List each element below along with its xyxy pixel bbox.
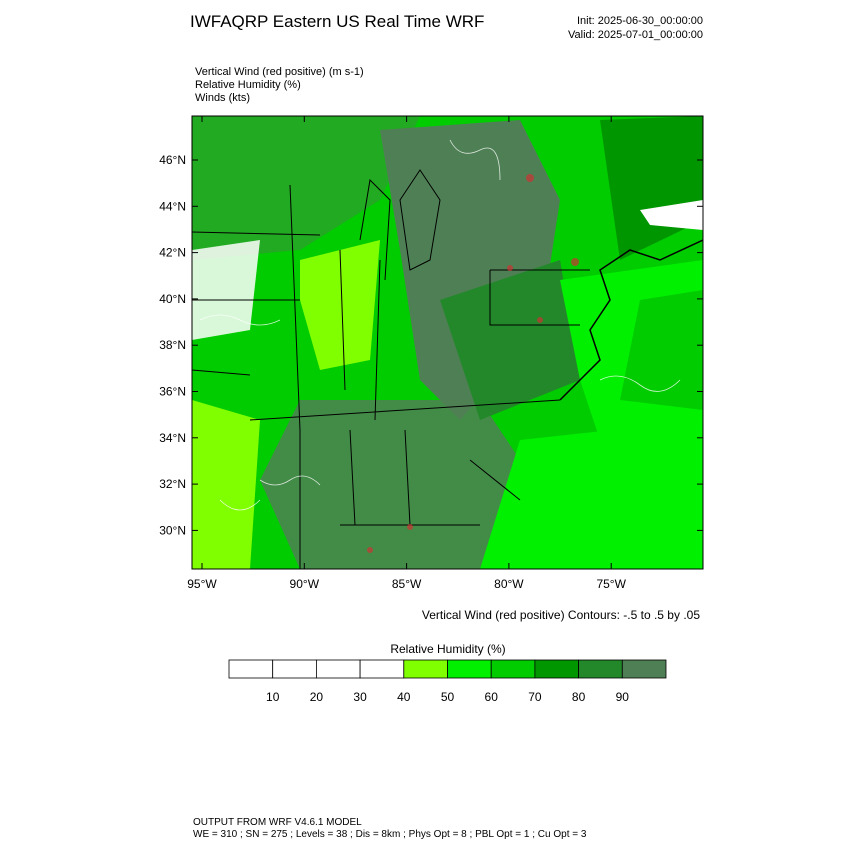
lon-label: 75°W: [596, 577, 626, 591]
colorbar-label: 40: [397, 690, 411, 704]
colorbar-box: [315, 659, 361, 679]
colorbar-box: [228, 659, 274, 679]
lon-label: 90°W: [290, 577, 320, 591]
colorbar-box: [490, 659, 536, 679]
colorbar-label: 70: [528, 690, 542, 704]
map-ticks: 46°N 44°N 42°N 40°N 38°N 36°N 34°N 32°N 30°N 95°W…: [159, 116, 703, 591]
field-labels: Vertical Wind (red positive) (m s-1)Rela…: [195, 66, 364, 104]
colorbar-box: [359, 659, 405, 679]
colorbar-box: [621, 659, 667, 679]
colorbar-label: 80: [572, 690, 586, 704]
map-field: [192, 116, 703, 569]
colorbar-box: [447, 659, 492, 679]
valid-time: Valid: 2025-07-01_00:00:00: [568, 29, 703, 41]
lat-label: 30°N: [159, 523, 186, 537]
lat-label: 42°N: [159, 246, 186, 260]
map-frame: [191, 115, 704, 570]
colorbar-label: 10: [266, 690, 280, 704]
footer-line: OUTPUT FROM WRF V4.6.1 MODEL: [193, 817, 362, 828]
colorbar-label: 50: [441, 690, 455, 704]
colorbar-box: [578, 659, 623, 679]
footer-line: WE = 310 ; SN = 275 ; Levels = 38 ; Dis …: [193, 829, 587, 840]
field-label: Winds (kts): [195, 92, 250, 104]
colorbar-box: [534, 659, 580, 679]
field-label: Relative Humidity (%): [195, 79, 301, 91]
colorbar-box: [403, 659, 448, 679]
colorbar-label: 30: [353, 690, 367, 704]
lon-label: 80°W: [494, 577, 524, 591]
colorbar-label: 90: [616, 690, 630, 704]
colorbar-label: 20: [310, 690, 324, 704]
title: IWFAQRP Eastern US Real Time WRF: [190, 12, 484, 31]
colorbar-title: Relative Humidity (%): [390, 642, 505, 656]
field-label: Vertical Wind (red positive) (m s-1): [195, 66, 364, 78]
colorbar-box: [272, 659, 317, 679]
colorbar: 10 20 30 40 50 60 70 80 90: [228, 659, 667, 704]
lat-label: 32°N: [159, 477, 186, 491]
lat-label: 34°N: [159, 431, 186, 445]
lat-label: 36°N: [159, 385, 186, 399]
lat-label: 44°N: [159, 199, 186, 213]
lat-label: 40°N: [159, 292, 186, 306]
contour-note: Vertical Wind (red positive) Contours: -…: [422, 608, 700, 622]
init-time: Init: 2025-06-30_00:00:00: [577, 15, 703, 27]
lat-label: 38°N: [159, 338, 186, 352]
lat-label: 46°N: [159, 153, 186, 167]
colorbar-label: 60: [485, 690, 499, 704]
lon-label: 95°W: [187, 577, 217, 591]
lon-label: 85°W: [392, 577, 422, 591]
